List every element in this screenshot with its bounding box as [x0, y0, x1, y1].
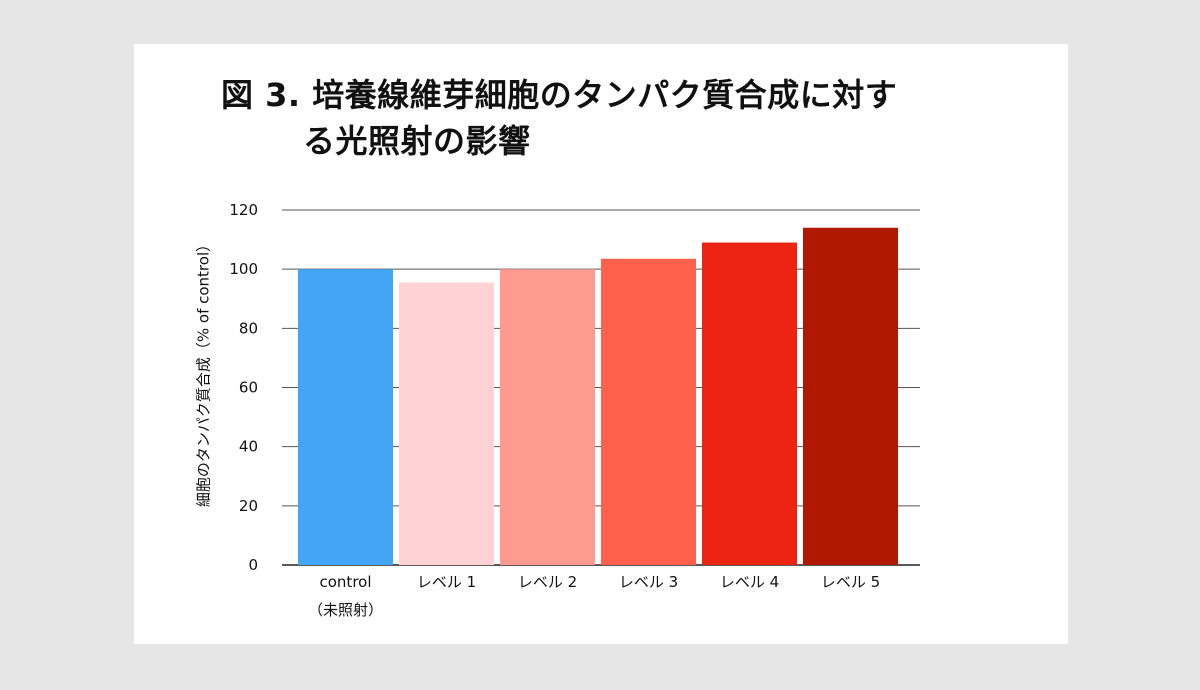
x-tick-label: レベル 4	[720, 573, 779, 591]
chart-title: 図 3. 培養線維芽細胞のタンパク質合成に対す る光照射の影響	[221, 72, 897, 164]
bar	[803, 227, 898, 565]
y-tick-label: 40	[239, 438, 258, 456]
y-tick-label: 0	[248, 556, 258, 574]
y-tick-labels: 0 20 40 60 80 100 120	[229, 201, 258, 574]
bar	[298, 269, 393, 565]
y-tick-label: 120	[229, 201, 258, 219]
y-tick-label: 80	[239, 319, 258, 337]
x-tick-labels: control （未照射） レベル 1 レベル 2 レベル 3 レベル 4 レベル 5	[308, 573, 880, 619]
x-tick-label: control	[320, 573, 372, 591]
x-tick-sublabel: （未照射）	[308, 601, 383, 619]
x-tick-label: レベル 3	[619, 573, 678, 591]
bar	[702, 242, 797, 565]
x-tick-label: レベル 2	[518, 573, 577, 591]
y-tick-label: 20	[239, 497, 258, 515]
chart-title-line-2: る光照射の影響	[303, 122, 531, 160]
chart-title-line-1: 図 3. 培養線維芽細胞のタンパク質合成に対す	[221, 76, 898, 114]
bars	[298, 227, 898, 565]
bar	[601, 258, 696, 565]
x-tick-label: レベル 1	[417, 573, 476, 591]
x-tick-label: レベル 5	[821, 573, 880, 591]
y-tick-label: 60	[239, 379, 258, 397]
bar	[399, 282, 494, 565]
bar	[500, 269, 595, 565]
y-tick-label: 100	[229, 260, 258, 278]
